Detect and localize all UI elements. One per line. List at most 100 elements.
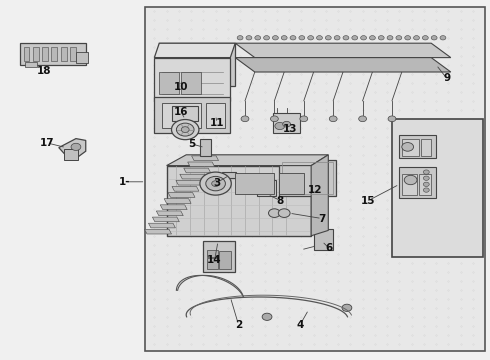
Circle shape — [431, 36, 437, 40]
Bar — [20, 43, 86, 65]
Bar — [222, 172, 236, 178]
Bar — [402, 174, 416, 195]
Circle shape — [262, 313, 272, 320]
Polygon shape — [172, 186, 199, 191]
Circle shape — [246, 36, 252, 40]
Circle shape — [325, 36, 331, 40]
Circle shape — [317, 36, 322, 40]
Circle shape — [237, 36, 243, 40]
Circle shape — [423, 188, 429, 192]
Circle shape — [264, 36, 270, 40]
Bar — [399, 135, 436, 158]
Text: 18: 18 — [37, 66, 51, 76]
Circle shape — [405, 36, 411, 40]
Circle shape — [241, 116, 249, 122]
Circle shape — [423, 182, 429, 186]
Circle shape — [396, 36, 402, 40]
Text: 6: 6 — [326, 243, 333, 253]
Circle shape — [275, 122, 285, 130]
Text: 5: 5 — [189, 139, 196, 149]
Circle shape — [334, 36, 340, 40]
Circle shape — [423, 176, 429, 180]
Bar — [64, 149, 78, 160]
Circle shape — [299, 36, 305, 40]
Bar — [257, 180, 276, 196]
Bar — [145, 7, 485, 351]
Bar — [219, 251, 231, 269]
Bar — [273, 113, 300, 133]
Circle shape — [281, 36, 287, 40]
Polygon shape — [148, 223, 175, 228]
Text: 9: 9 — [443, 73, 450, 84]
Circle shape — [402, 143, 414, 151]
Bar — [392, 119, 483, 257]
Circle shape — [378, 36, 384, 40]
Text: 12: 12 — [307, 185, 322, 195]
Circle shape — [440, 36, 446, 40]
Bar — [167, 166, 311, 236]
Circle shape — [269, 209, 280, 217]
Circle shape — [369, 36, 375, 40]
Text: 17: 17 — [40, 138, 54, 148]
Circle shape — [352, 36, 358, 40]
Bar — [70, 47, 76, 61]
Circle shape — [387, 36, 393, 40]
Circle shape — [361, 36, 367, 40]
Bar — [399, 167, 436, 198]
Text: 14: 14 — [207, 255, 222, 265]
Bar — [235, 173, 274, 194]
Bar — [181, 72, 201, 94]
Circle shape — [181, 127, 189, 132]
Circle shape — [423, 170, 429, 174]
Bar — [421, 139, 431, 156]
Polygon shape — [160, 205, 187, 210]
Bar — [419, 174, 431, 195]
Polygon shape — [154, 43, 235, 58]
Polygon shape — [235, 58, 451, 72]
Bar — [279, 173, 304, 194]
Bar — [279, 160, 336, 196]
Circle shape — [200, 172, 231, 195]
Circle shape — [343, 36, 349, 40]
Circle shape — [283, 121, 291, 127]
Text: 11: 11 — [210, 118, 224, 128]
Polygon shape — [59, 139, 86, 158]
Circle shape — [359, 116, 367, 122]
Polygon shape — [176, 180, 203, 185]
Circle shape — [278, 209, 290, 217]
Circle shape — [215, 161, 220, 165]
Text: 8: 8 — [277, 195, 284, 206]
Circle shape — [255, 36, 261, 40]
Circle shape — [270, 116, 278, 122]
Polygon shape — [184, 168, 211, 173]
Bar — [61, 47, 67, 61]
Bar — [207, 258, 218, 269]
Circle shape — [290, 36, 296, 40]
Bar — [162, 103, 201, 128]
Polygon shape — [192, 156, 219, 161]
Text: 13: 13 — [283, 123, 297, 134]
Polygon shape — [311, 155, 328, 236]
Bar — [24, 62, 37, 67]
Polygon shape — [152, 217, 179, 222]
Circle shape — [272, 36, 278, 40]
Text: 16: 16 — [174, 107, 189, 117]
Bar — [159, 72, 179, 94]
Text: 1-: 1- — [119, 177, 131, 187]
Circle shape — [308, 36, 314, 40]
Polygon shape — [164, 199, 191, 203]
Circle shape — [206, 176, 225, 191]
Text: 15: 15 — [361, 195, 376, 206]
Circle shape — [414, 36, 419, 40]
Circle shape — [300, 116, 308, 122]
Text: 7: 7 — [318, 213, 326, 224]
Polygon shape — [188, 162, 215, 167]
Circle shape — [212, 181, 220, 186]
Bar — [314, 229, 333, 250]
Bar — [154, 97, 230, 133]
Circle shape — [329, 116, 337, 122]
Text: 2: 2 — [235, 320, 242, 330]
Polygon shape — [180, 174, 207, 179]
Circle shape — [422, 36, 428, 40]
Bar — [24, 47, 29, 61]
